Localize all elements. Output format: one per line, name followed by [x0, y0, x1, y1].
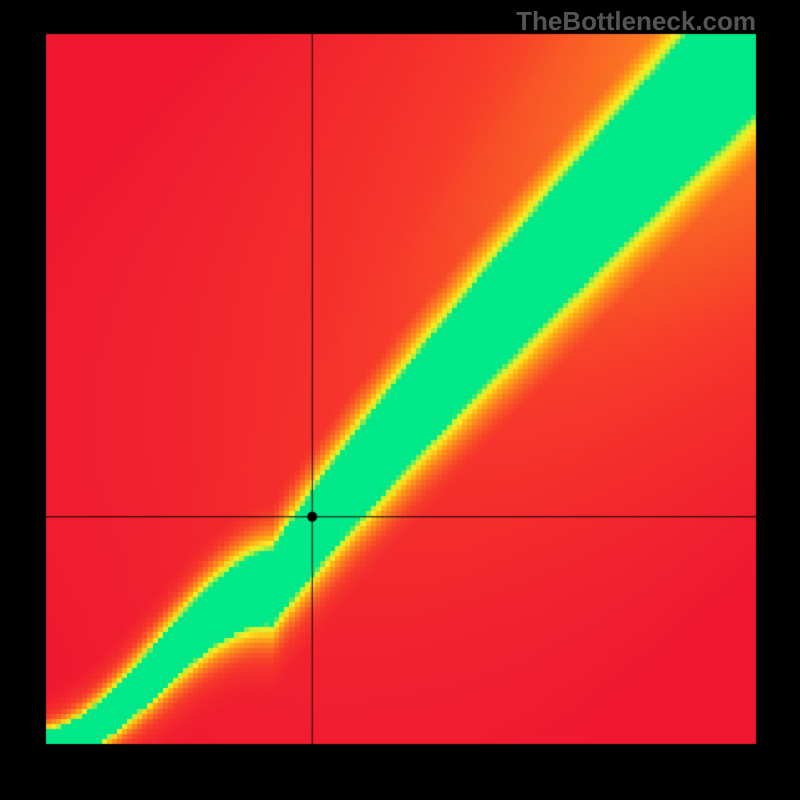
bottleneck-heatmap	[0, 0, 800, 800]
chart-container: TheBottleneck.com	[0, 0, 800, 800]
watermark-text: TheBottleneck.com	[516, 6, 756, 37]
